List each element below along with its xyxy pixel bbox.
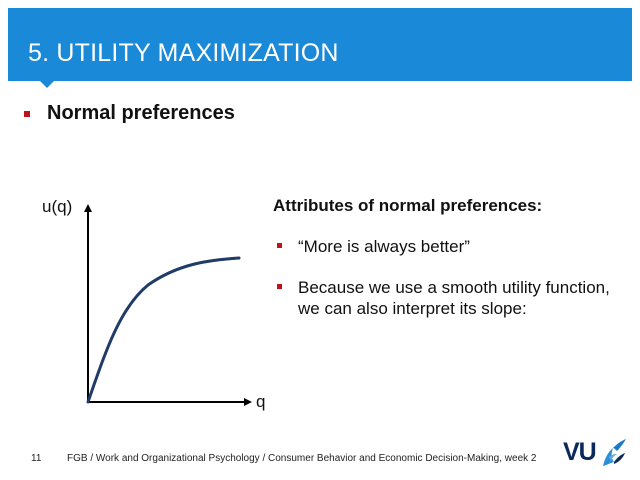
y-axis-label: u(q) (42, 197, 73, 216)
vu-logo: VU (563, 436, 627, 470)
griffin-icon (603, 439, 626, 466)
main-bullet-text: Normal preferences (47, 102, 235, 124)
utility-graph: u(q) q (38, 190, 278, 420)
slide-title: 5. UTILITY MAXIMIZATION (28, 39, 339, 67)
page-number: 11 (31, 453, 42, 464)
title-bar: 5. UTILITY MAXIMIZATION (8, 8, 632, 81)
attribute-text: Because we use a smooth utility function… (298, 278, 610, 318)
attribute-text: “More is always better” (298, 237, 470, 256)
footer-text: FGB / Work and Organizational Psychology… (67, 453, 537, 464)
attributes-heading: Attributes of normal preferences: (273, 196, 543, 215)
title-bar-notch (40, 81, 54, 88)
x-axis-label: q (256, 392, 266, 411)
bullet-marker (277, 284, 282, 289)
utility-graph-svg (84, 204, 252, 406)
bullet-marker (277, 243, 282, 248)
utility-curve (86, 256, 241, 404)
bullet-marker (24, 111, 30, 117)
logo-text: VU (563, 438, 597, 466)
